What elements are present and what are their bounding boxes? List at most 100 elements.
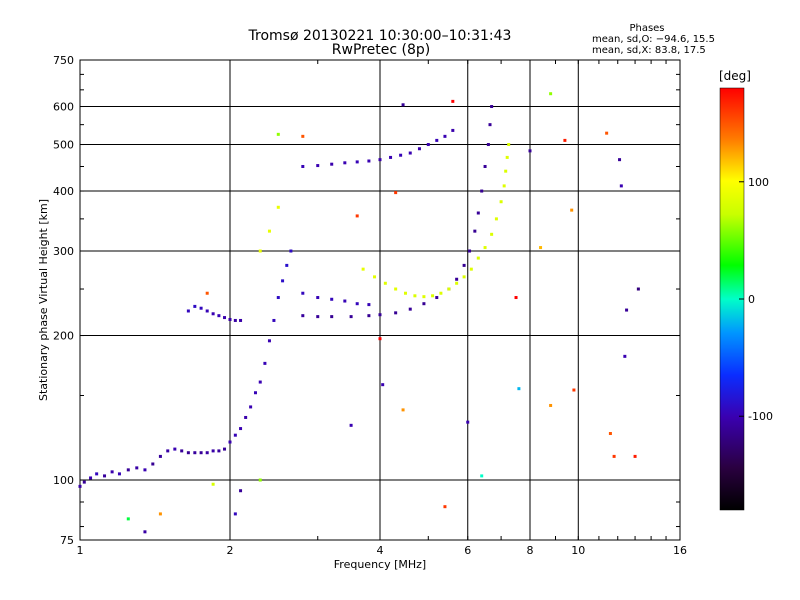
data-point-x (469, 267, 473, 271)
data-point-o (166, 449, 170, 453)
data-point-x (267, 229, 271, 233)
data-point-o (486, 143, 490, 147)
data-point-scatter (517, 387, 521, 391)
data-point-o (228, 440, 232, 444)
data-point-o (426, 143, 430, 147)
data-point-x (413, 294, 417, 298)
data-point-scatter (378, 337, 382, 341)
data-point-o (180, 449, 184, 453)
data-point-o (244, 415, 248, 419)
data-point-x (403, 291, 407, 295)
y-tick-label: 750 (53, 54, 74, 67)
data-point-o (233, 318, 237, 322)
data-point-x (394, 287, 398, 291)
data-point-scatter (605, 131, 609, 135)
data-point-o (285, 263, 289, 267)
data-point-o (143, 468, 147, 472)
data-point-scatter (276, 132, 280, 136)
y-tick-label: 500 (53, 139, 74, 152)
data-point-o (186, 451, 190, 455)
chart-subtitle: RwPretec (8p) (332, 42, 430, 58)
x-tick-label: 2 (227, 544, 234, 557)
data-point-o (272, 318, 276, 322)
x-tick-label: 10 (571, 544, 585, 557)
data-point-scatter (623, 354, 627, 358)
data-point-scatter (608, 432, 612, 436)
data-point-o (476, 211, 480, 215)
data-point-scatter (612, 454, 616, 458)
data-point-x (383, 281, 387, 285)
data-point-x (505, 155, 509, 159)
data-point-scatter (443, 505, 447, 509)
x-tick-label: 6 (464, 544, 471, 557)
data-point-scatter (563, 138, 567, 142)
data-point-o (217, 449, 221, 453)
data-point-o (82, 480, 86, 484)
phases-header: Phases (629, 23, 664, 34)
data-point-scatter (126, 517, 130, 521)
data-point-o (199, 306, 203, 310)
data-point-o (217, 314, 221, 318)
data-point-o (89, 476, 93, 480)
data-point-x (499, 200, 503, 204)
data-point-o (199, 451, 203, 455)
x-tick-label: 8 (527, 544, 534, 557)
data-point-o (399, 153, 403, 157)
grid-lines (80, 60, 680, 540)
data-point-x (361, 267, 365, 271)
data-point-o (330, 315, 334, 319)
data-point-scatter (394, 191, 398, 195)
data-point-x (422, 295, 426, 299)
data-point-x (431, 294, 435, 298)
y-tick-label: 200 (53, 330, 74, 343)
data-point-o (158, 454, 162, 458)
data-point-o (258, 380, 262, 384)
data-point-o (468, 249, 472, 253)
data-point-scatter (158, 512, 162, 516)
phases-x-label: mean, sd,X: 83.8, 17.5 (592, 45, 706, 56)
data-point-o (378, 158, 382, 162)
data-point-scatter (633, 454, 637, 458)
x-tick-label: 1 (77, 544, 84, 557)
data-point-o (451, 128, 455, 132)
data-point-o (435, 296, 439, 300)
data-point-scatter (514, 296, 518, 300)
data-point-scatter (381, 383, 385, 387)
data-point-scatter (205, 291, 209, 295)
data-point-o (355, 160, 359, 164)
data-point-scatter (625, 308, 629, 312)
data-point-x (504, 169, 508, 173)
data-point-o (267, 339, 271, 343)
data-point-o (186, 309, 190, 313)
colorbar-tick-label: 100 (748, 176, 769, 189)
data-point-o (223, 447, 227, 451)
data-point-o (78, 484, 82, 488)
data-point-o (343, 161, 347, 165)
data-point-o (422, 302, 426, 306)
data-point-scatter (549, 92, 553, 96)
data-point-o (349, 315, 353, 319)
data-point-o (233, 433, 237, 437)
data-point-o (228, 317, 232, 321)
data-point-x (455, 281, 459, 285)
data-point-x (494, 217, 498, 221)
data-point-o (417, 147, 421, 151)
data-point-scatter (355, 214, 359, 218)
data-point-x (507, 143, 511, 147)
data-point-scatter (258, 478, 262, 482)
data-point-o (355, 302, 359, 306)
data-point-scatter (239, 489, 243, 493)
y-axis-label: Stationary phase Virtual Height [km] (37, 199, 50, 401)
data-point-o (367, 159, 371, 163)
data-point-x (447, 287, 451, 291)
data-point-o (408, 151, 412, 155)
data-point-x (502, 184, 506, 188)
data-point-o (462, 263, 466, 267)
data-point-x (276, 205, 280, 209)
data-point-o (249, 405, 253, 409)
tick-labels: 1 2 4 6 8 10 16 75 100 200 300 400 500 600 750 (53, 54, 687, 557)
data-point-o (330, 162, 334, 166)
data-point-scatter (401, 408, 405, 412)
data-point-scatter (528, 149, 532, 153)
data-point-o (301, 291, 305, 295)
